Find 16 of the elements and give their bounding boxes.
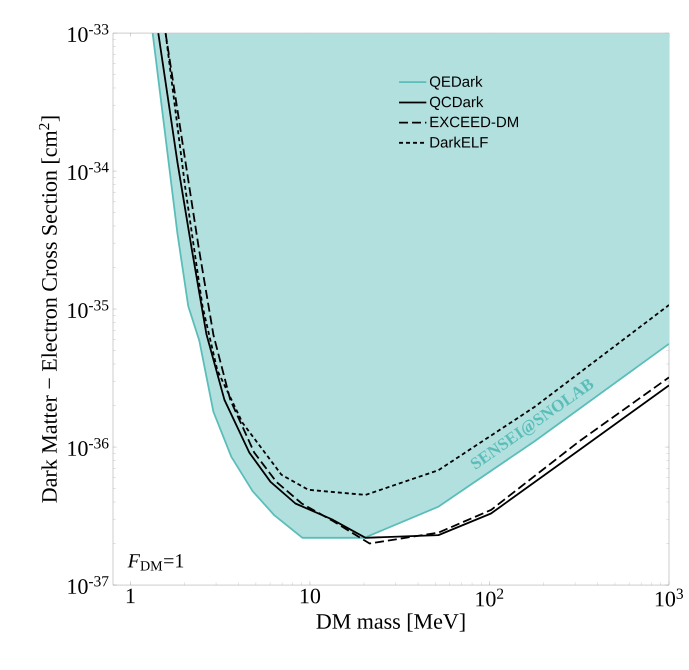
x-tick-label: 10$^{2}$ [476,588,504,607]
annotation: F$_{DM}$=1 [128,554,184,570]
x-tick-label: 1 [126,588,135,604]
y-tick-label: 10$^{-34}$ [68,162,109,180]
legend-label: EXCEED-DM [430,116,518,128]
y-tick-label: 10$^{-33}$ [68,24,108,42]
legend-label: QEDark [430,76,483,90]
y-tick-label: 10$^{-35}$ [68,300,108,318]
y-axis-title: Dark Matter − Electron Cross Section [cm$^{2}$] [38,116,60,503]
x-tick-label: 10 [300,588,320,604]
x-tick-label: 10$^{3}$ [656,588,683,607]
y-tick-label: 10$^{-37}$ [68,576,109,594]
legend-label: QCDark [430,96,484,110]
legend-label: DarkELF [430,136,488,148]
x-axis-title: DM mass [MeV] [316,613,464,632]
y-tick-label: 10$^{-36}$ [68,438,109,456]
